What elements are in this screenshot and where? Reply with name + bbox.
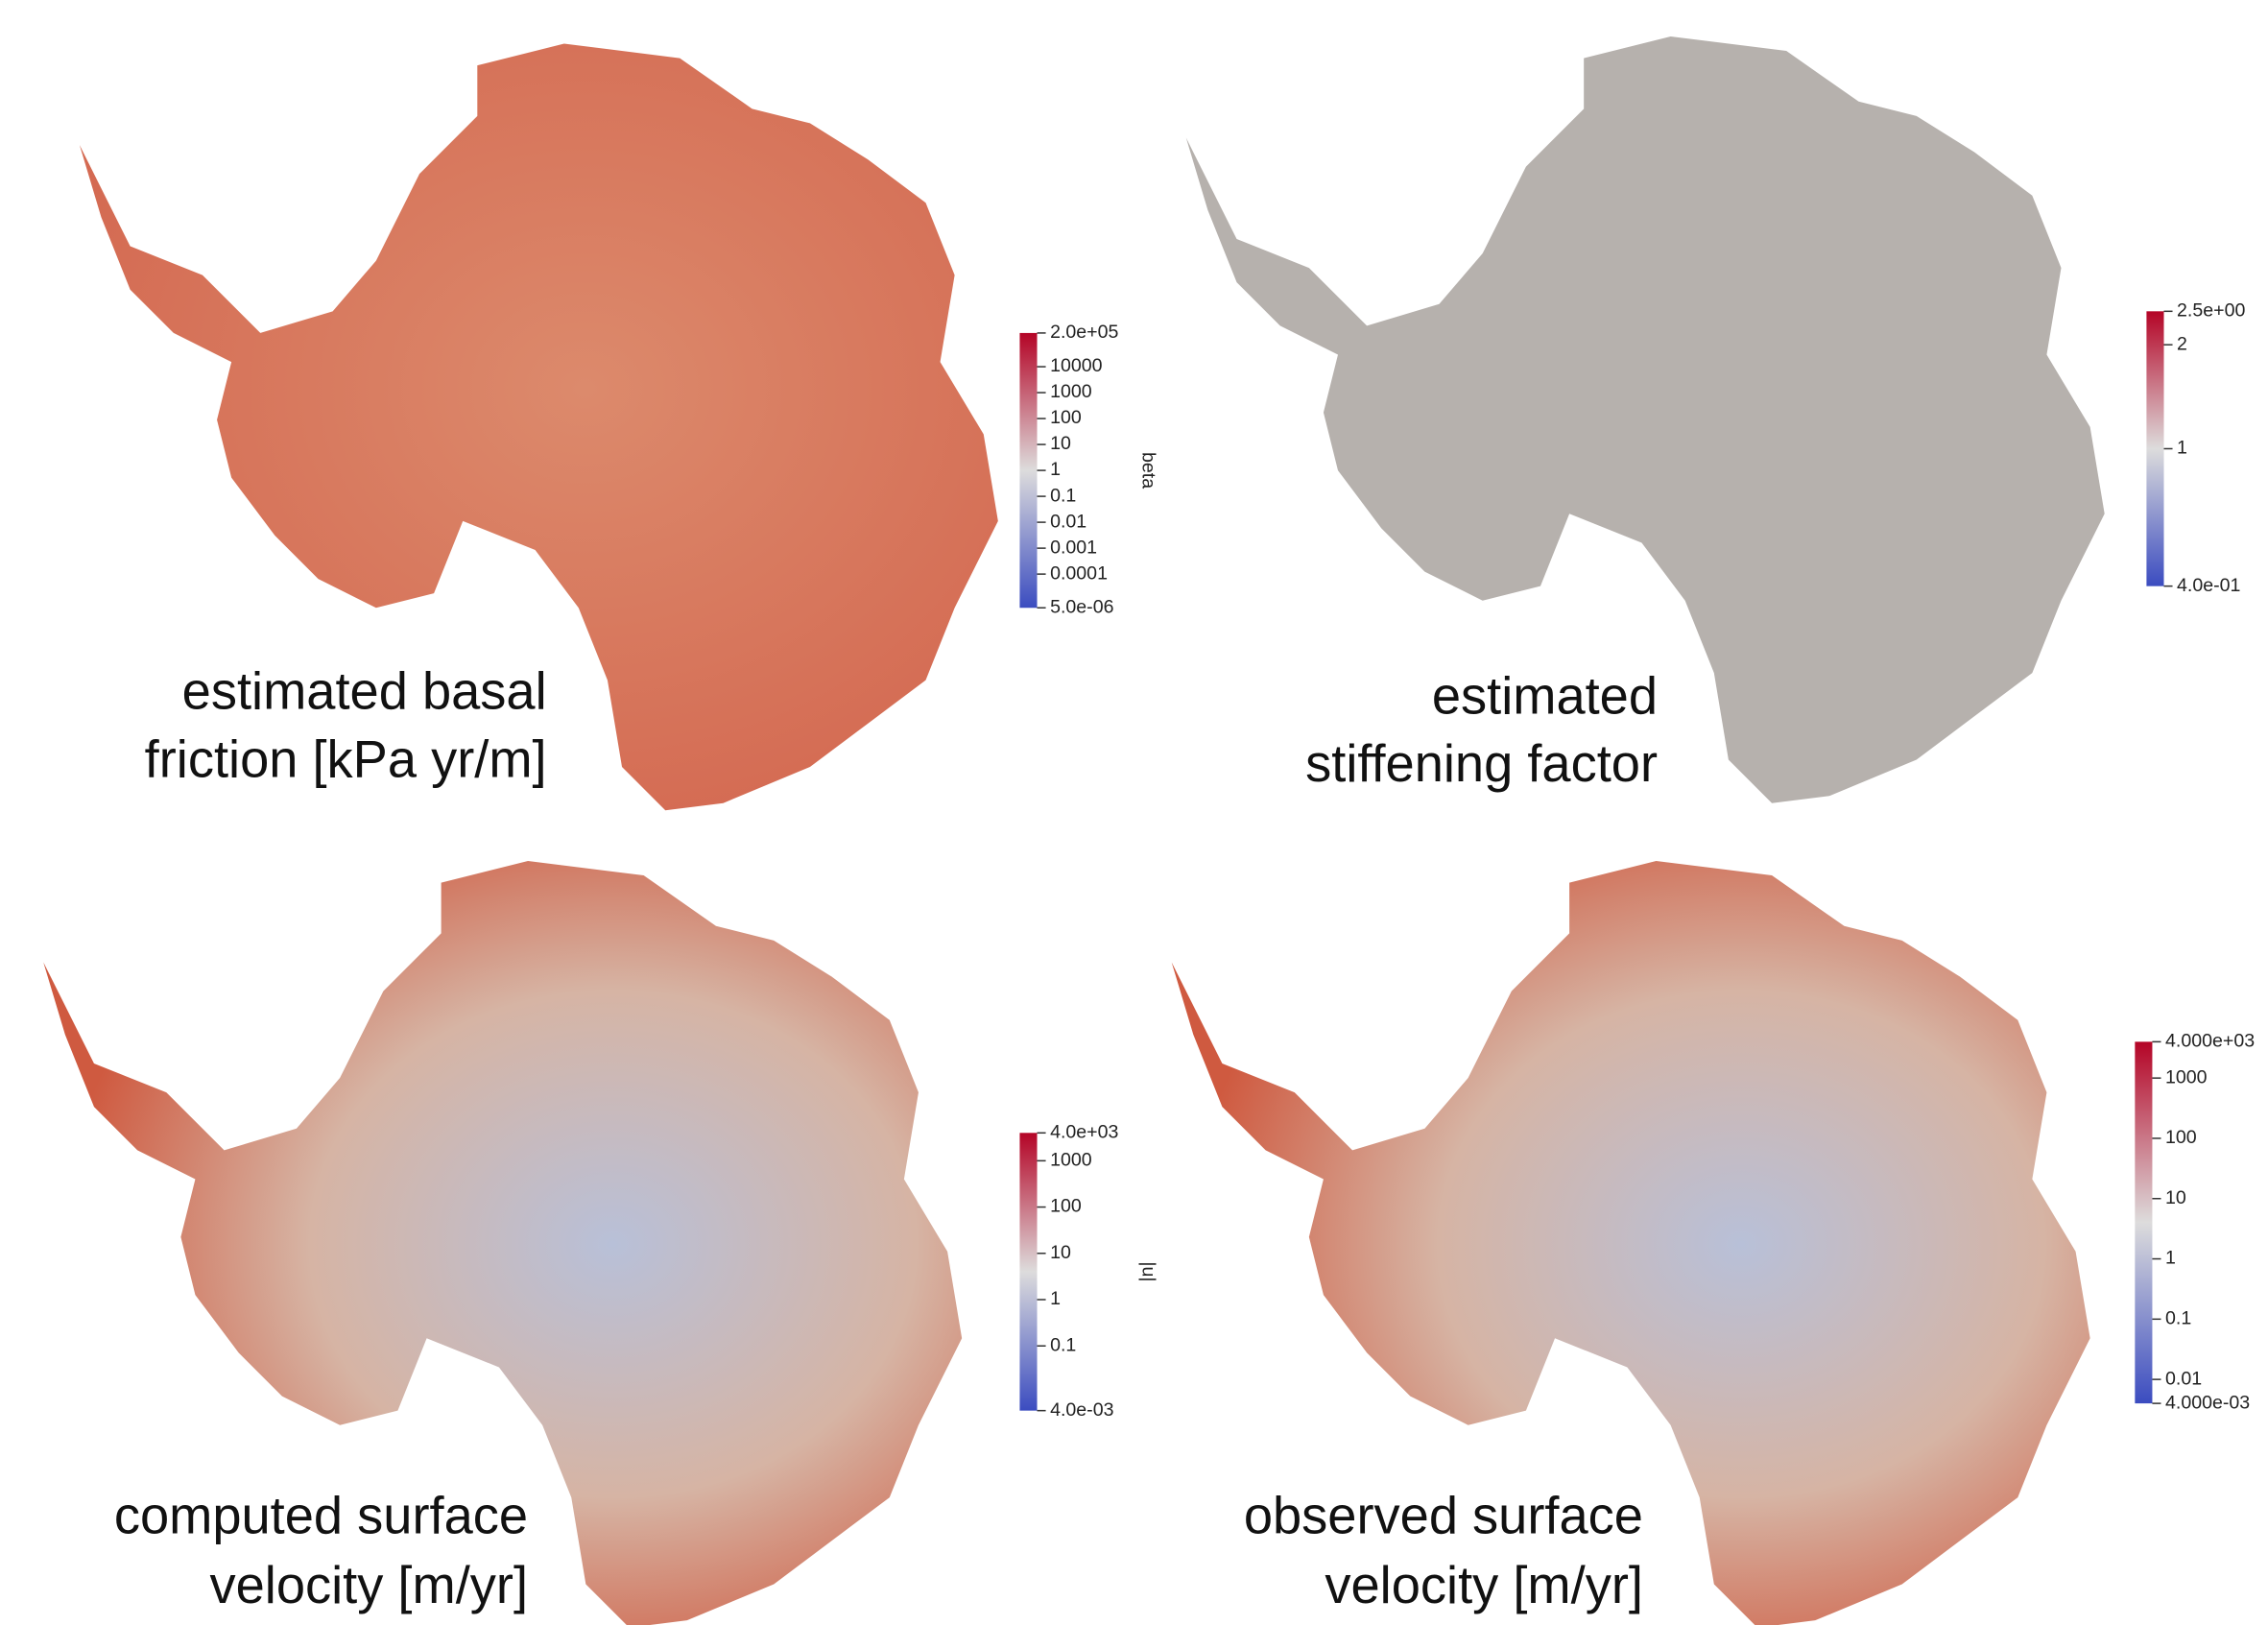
panel-label: friction [kPa yr/m] <box>145 731 547 789</box>
colorbar-tick-label: 4.0e-03 <box>1050 1399 1114 1421</box>
colorbar-tick-label: 100 <box>2165 1127 2197 1148</box>
colorbar-tick-label: 1 <box>1050 459 1061 480</box>
panel-label: estimated basal <box>182 663 547 721</box>
colorbar-tick-label: 10000 <box>1050 355 1103 376</box>
panel-label: computed surface <box>114 1488 528 1545</box>
colorbar-tick-label: 0.001 <box>1050 537 1097 558</box>
panel-label: observed surface <box>1244 1488 1643 1545</box>
colorbar <box>2135 1041 2152 1403</box>
colorbar-tick-label: 10 <box>2165 1187 2186 1208</box>
colorbar <box>2146 311 2163 585</box>
colorbar-title: beta <box>1138 452 1159 489</box>
colorbar-tick-label: 0.1 <box>1050 1334 1076 1355</box>
colorbar-tick-label: 5.0e-06 <box>1050 596 1114 617</box>
colorbar-tick-label: 4.000e-03 <box>2165 1392 2250 1413</box>
colorbar-tick-label: 1000 <box>2165 1066 2208 1087</box>
colorbar-tick-label: 0.1 <box>1050 485 1076 506</box>
colorbar-tick-label: 4.0e-01 <box>2177 575 2240 596</box>
colorbar-tick-label: 0.0001 <box>1050 562 1108 584</box>
colorbar-title: |u| <box>1138 1261 1159 1281</box>
colorbar-tick-label: 0.01 <box>2165 1368 2202 1389</box>
colorbar-tick-label: 1 <box>1050 1288 1061 1309</box>
figure: estimated basal friction [kPa yr/m] 2.0e+0… <box>0 0 2268 1625</box>
panel-label: velocity [m/yr] <box>1325 1557 1643 1614</box>
colorbar-tick-label: 10 <box>1050 433 1071 454</box>
panel-label: stiffening factor <box>1305 735 1658 793</box>
colorbar-tick-label: 100 <box>1050 1196 1082 1217</box>
colorbar-tick-label: 0.01 <box>1050 511 1086 532</box>
colorbar-tick-label: 4.0e+03 <box>1050 1121 1118 1142</box>
colorbar-tick-label: 100 <box>1050 407 1082 428</box>
colorbar-tick-label: 1000 <box>1050 381 1092 402</box>
panel-label: estimated <box>1432 667 1658 725</box>
colorbar <box>1019 1133 1037 1410</box>
colorbar-tick-label: 1 <box>2177 438 2187 459</box>
colorbar <box>1019 333 1037 608</box>
colorbar-tick-label: 2.5e+00 <box>2177 299 2245 321</box>
colorbar-tick-label: 1000 <box>1050 1150 1092 1171</box>
colorbar-tick-label: 10 <box>1050 1242 1071 1263</box>
page: estimated basal friction [kPa yr/m] 2.0e+0… <box>0 0 2268 1625</box>
colorbar-tick-label: 2.0e+05 <box>1050 322 1118 343</box>
colorbar-tick-label: 4.000e+03 <box>2165 1031 2255 1052</box>
colorbar-tick-label: 2 <box>2177 333 2187 354</box>
colorbar-tick-label: 1 <box>2165 1248 2176 1269</box>
colorbar-tick-label: 0.1 <box>2165 1308 2191 1329</box>
panel-label: velocity [m/yr] <box>209 1557 528 1614</box>
